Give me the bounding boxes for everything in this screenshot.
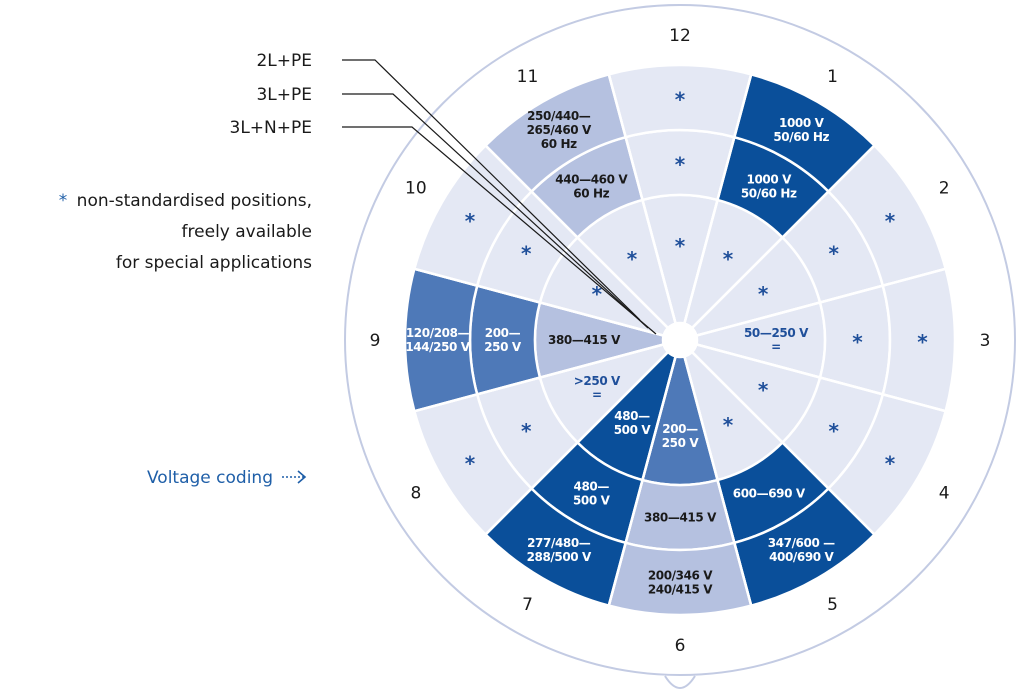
legend-note-line-2: freely available <box>182 222 312 242</box>
clock-number-4: 4 <box>939 484 950 504</box>
label-6-inner-line-1: 200— <box>662 422 698 436</box>
separator-10 <box>414 343 664 413</box>
leader-line-3l-pe <box>342 93 649 329</box>
leader-line-3l-n-pe <box>342 126 657 335</box>
label-1-middle-line-1: 1000 V <box>747 172 793 186</box>
separator-7 <box>683 356 753 606</box>
star-8-middle: * <box>521 419 532 443</box>
label-11-outer-line-3: 60 Hz <box>541 137 577 151</box>
label-3-inner-line-1: 50—250 V <box>744 326 809 340</box>
label-1-outer-line-1: 1000 V <box>779 116 825 130</box>
label-5-outer-line-1: 347/600 — <box>768 536 835 550</box>
clock-number-5: 5 <box>827 595 838 615</box>
star-3-outer: * <box>917 330 928 354</box>
clock-number-6: 6 <box>675 636 686 656</box>
separator-2 <box>683 74 753 324</box>
separator-9 <box>484 351 669 536</box>
separator-3 <box>691 144 876 329</box>
label-7-outer-line-2: 288/500 V <box>527 550 592 564</box>
label-6-middle-line-1: 380—415 V <box>644 511 717 525</box>
star-1-inner: * <box>723 247 734 271</box>
legend-note-star: * <box>59 191 68 211</box>
clock-number-10: 10 <box>405 179 427 199</box>
separator-1 <box>607 74 677 324</box>
label-7-inner-line-1: 480— <box>614 409 650 423</box>
separator-8 <box>607 356 677 606</box>
sectors <box>403 63 957 617</box>
label-9-middle-line-1: 200— <box>485 326 521 340</box>
star-2-inner: * <box>758 282 769 306</box>
legend-note-text-1: non-standardised positions, <box>77 191 312 211</box>
label-6-outer-line-1: 200/346 V <box>648 569 713 583</box>
label-11-middle-line-1: 440—460 V <box>555 172 628 186</box>
clock-number-3: 3 <box>980 331 991 351</box>
bottom-tab <box>664 675 696 689</box>
label-9-middle-line-2: 250 V <box>484 340 522 354</box>
star-8-outer: * <box>465 451 476 475</box>
star-2-middle: * <box>828 241 839 265</box>
center-hole <box>663 323 697 357</box>
separator-11 <box>414 267 664 337</box>
clock-number-1: 1 <box>827 67 838 87</box>
label-6-outer-line-2: 240/415 V <box>648 583 713 597</box>
separator-12 <box>484 144 669 329</box>
separator-5 <box>696 343 946 413</box>
label-7-inner-line-2: 500 V <box>614 423 652 437</box>
label-5-outer-line-2: 400/690 V <box>769 550 834 564</box>
star-12-inner: * <box>675 234 686 258</box>
legend-note-line-1: * non-standardised positions, <box>59 191 312 211</box>
clock-number-2: 2 <box>939 179 950 199</box>
leader-lines <box>342 59 657 335</box>
star-4-inner: * <box>758 378 769 402</box>
label-1-outer-line-2: 50/60 Hz <box>773 130 829 144</box>
legend-wire-2l-pe: 2L+PE <box>256 51 312 71</box>
label-7-middle-line-2: 500 V <box>573 494 611 508</box>
label-9-outer-line-2: 144/250 V <box>405 340 470 354</box>
outer-circle <box>344 4 1016 676</box>
clock-number-9: 9 <box>370 331 381 351</box>
label-8-inner-line-2: = <box>592 388 602 402</box>
label-11-middle-line-2: 60 Hz <box>573 186 609 200</box>
label-6-inner-line-2: 250 V <box>662 436 700 450</box>
label-11-outer-line-1: 250/440— <box>527 109 591 123</box>
label-7-middle-line-1: 480— <box>574 480 610 494</box>
label-9-inner-line-1: 380—415 V <box>548 333 621 347</box>
separator-6 <box>691 351 876 536</box>
legend-note-line-3: for special applications <box>116 253 312 273</box>
clock-number-11: 11 <box>517 67 539 87</box>
star-10-middle: * <box>521 241 532 265</box>
label-7-outer-line-1: 277/480— <box>527 536 591 550</box>
star-12-middle: * <box>675 153 686 177</box>
label-5-middle-line-1: 600—690 V <box>733 487 806 501</box>
star-2-outer: * <box>885 209 896 233</box>
label-9-outer-line-1: 120/208— <box>406 326 470 340</box>
star-10-inner: * <box>592 282 603 306</box>
leader-line-2l-pe <box>342 59 641 321</box>
legend-wire-3l-n-pe: 3L+N+PE <box>230 118 313 138</box>
clock-number-12: 12 <box>669 26 691 46</box>
label-8-inner-line-1: >250 V <box>574 374 621 388</box>
legend-wire-3l-pe: 3L+PE <box>256 85 312 105</box>
star-10-outer: * <box>465 209 476 233</box>
separator-4 <box>696 267 946 337</box>
star-12-outer: * <box>675 88 686 112</box>
clock-number-7: 7 <box>522 595 533 615</box>
star-11-inner: * <box>627 247 638 271</box>
label-11-outer-line-2: 265/460 V <box>527 123 592 137</box>
label-1-middle-line-2: 50/60 Hz <box>741 186 797 200</box>
voltage-coding-arrow-icon <box>282 470 307 484</box>
star-4-middle: * <box>828 419 839 443</box>
voltage-coding-label: Voltage coding <box>147 468 273 488</box>
star-5-inner: * <box>723 413 734 437</box>
star-4-outer: * <box>885 451 896 475</box>
star-3-middle: * <box>852 330 863 354</box>
clock-number-8: 8 <box>410 484 421 504</box>
label-3-inner-line-2: = <box>771 340 781 354</box>
